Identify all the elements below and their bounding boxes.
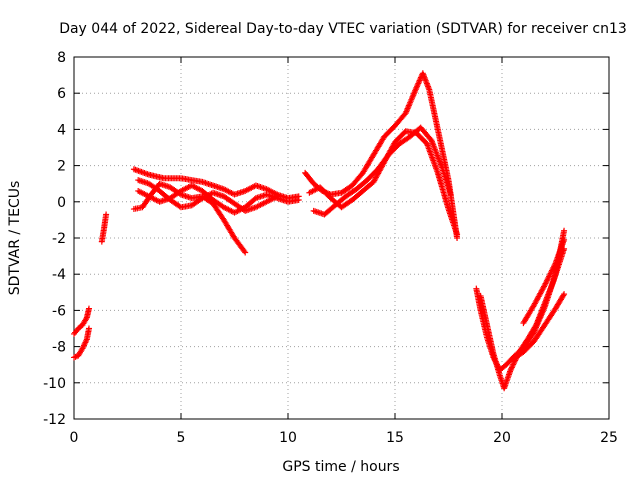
x-tick-label: 25: [600, 430, 618, 446]
data-point: [85, 325, 92, 332]
y-tick-label: 6: [57, 86, 66, 102]
y-tick-label: 2: [57, 159, 66, 175]
y-tick-label: 0: [57, 195, 66, 211]
data-point: [85, 305, 92, 312]
y-tick-label: -12: [43, 412, 66, 428]
data-point: [507, 367, 514, 374]
y-tick-label: -8: [52, 340, 66, 356]
chart-title: Day 044 of 2022, Sidereal Day-to-day VTE…: [59, 21, 627, 37]
data-point: [510, 361, 517, 368]
y-tick-label: -6: [52, 303, 66, 319]
data-point: [103, 211, 110, 218]
data-point: [447, 191, 454, 198]
x-tick-label: 10: [279, 430, 297, 446]
data-point: [508, 364, 515, 371]
y-tick-label: 4: [57, 122, 66, 138]
data-point: [509, 362, 516, 369]
data-point: [561, 236, 568, 243]
data-point: [241, 248, 248, 255]
data-point: [242, 249, 249, 256]
data-point: [274, 193, 281, 200]
data-point: [561, 227, 568, 234]
x-tick-label: 20: [493, 430, 511, 446]
y-tick-label: -10: [43, 376, 66, 392]
x-tick-label: 0: [70, 430, 79, 446]
data-point: [532, 323, 539, 330]
data-point: [295, 196, 302, 203]
data-point: [454, 231, 461, 238]
data-points: [71, 70, 568, 392]
y-tick-label: -4: [52, 267, 66, 283]
grid-layer: [74, 57, 609, 419]
x-tick-label: 5: [177, 430, 186, 446]
y-tick-label: 8: [57, 50, 66, 66]
data-point: [508, 365, 515, 372]
x-tick-label: 15: [386, 430, 404, 446]
x-axis-label: GPS time / hours: [282, 459, 399, 475]
data-point: [560, 292, 567, 299]
data-point: [561, 291, 568, 298]
y-tick-label: -2: [52, 231, 66, 247]
y-axis-label: SDTVAR / TECUs: [7, 181, 23, 296]
tick-layer: 0 5 10 15 20 25 -12 -10 -8 -6 -4 -2 0 2 4 6 8: [43, 50, 618, 446]
